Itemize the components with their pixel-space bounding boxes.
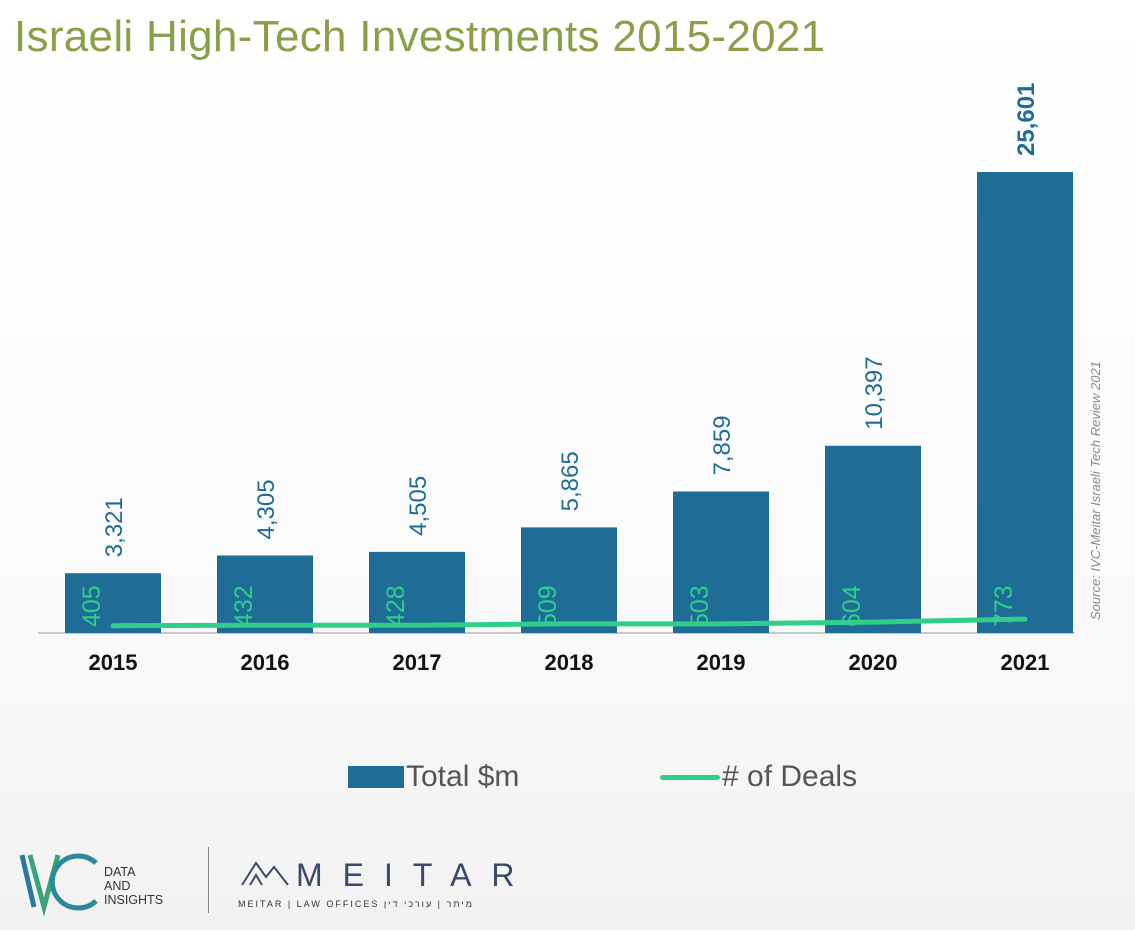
ivc-tagline: DATA AND INSIGHTS bbox=[104, 865, 163, 907]
bar-value-label: 10,397 bbox=[861, 356, 888, 429]
legend-label-total: Total $m bbox=[406, 760, 520, 793]
bar-2017 bbox=[369, 551, 465, 633]
bar-2021 bbox=[977, 172, 1073, 633]
x-tick-label: 2018 bbox=[545, 650, 594, 675]
bar-value-label: 5,865 bbox=[557, 451, 584, 511]
deals-value-label: 509 bbox=[534, 585, 562, 627]
legend-label-deals: # of Deals bbox=[722, 760, 858, 793]
legend-bar-swatch bbox=[348, 766, 404, 788]
deals-line bbox=[110, 616, 1028, 629]
ivc-tagline-line: INSIGHTS bbox=[104, 893, 164, 907]
legend-item-total: Total $m bbox=[348, 760, 519, 794]
x-tick-label: 2019 bbox=[697, 650, 746, 675]
meitar-wordmark: MEITAR bbox=[296, 857, 535, 893]
legend-line-swatch bbox=[660, 774, 720, 780]
deals-value-label: 432 bbox=[230, 585, 258, 627]
deals-value-label: 604 bbox=[838, 585, 866, 627]
ivc-tagline-line: AND bbox=[104, 879, 131, 893]
deals-value-label: 428 bbox=[382, 585, 410, 627]
bar-2019 bbox=[673, 491, 769, 633]
bar-2020 bbox=[825, 445, 921, 633]
x-tick-label: 2020 bbox=[849, 650, 898, 675]
bar-value-label: 4,505 bbox=[405, 476, 432, 536]
legend-item-deals: # of Deals bbox=[660, 760, 857, 794]
deals-value-label: 503 bbox=[686, 585, 714, 627]
bar-2016 bbox=[217, 555, 313, 633]
page-title: Israeli High-Tech Investments 2015-2021 bbox=[14, 12, 826, 61]
x-tick-label: 2017 bbox=[393, 650, 442, 675]
bar-chart: 3,321 405 2015 4,305 432 2016 4,505 428 2017 5,86… bbox=[38, 83, 1103, 675]
meitar-subtitle: MEITAR | LAW OFFICES מיתר | עורכי דין bbox=[238, 899, 474, 909]
bar-2015 bbox=[65, 573, 161, 633]
source-note: Source: IVC-Meitar Israeli Tech Review 2… bbox=[1088, 361, 1103, 620]
bar-value-label: 3,321 bbox=[101, 497, 128, 557]
logo-divider bbox=[208, 847, 209, 913]
x-tick-label: 2016 bbox=[241, 650, 290, 675]
bar-value-label: 4,305 bbox=[253, 479, 280, 539]
meitar-logo-mark bbox=[241, 861, 289, 886]
legend: Total $m # of Deals bbox=[0, 760, 1135, 800]
footer-logos: DATA AND INSIGHTS MEITAR MEITAR | LAW OF… bbox=[0, 835, 600, 925]
bar-value-label: 25,601 bbox=[1013, 83, 1040, 156]
bar-value-label: 7,859 bbox=[709, 415, 736, 475]
ivc-tagline-line: DATA bbox=[104, 865, 136, 879]
x-tick-label: 2015 bbox=[89, 650, 138, 675]
deals-value-label: 405 bbox=[78, 585, 106, 627]
bar-2018 bbox=[521, 527, 617, 633]
ivc-logo bbox=[19, 853, 98, 917]
x-tick-label: 2021 bbox=[1001, 650, 1050, 675]
deals-value-label: 773 bbox=[990, 585, 1018, 627]
